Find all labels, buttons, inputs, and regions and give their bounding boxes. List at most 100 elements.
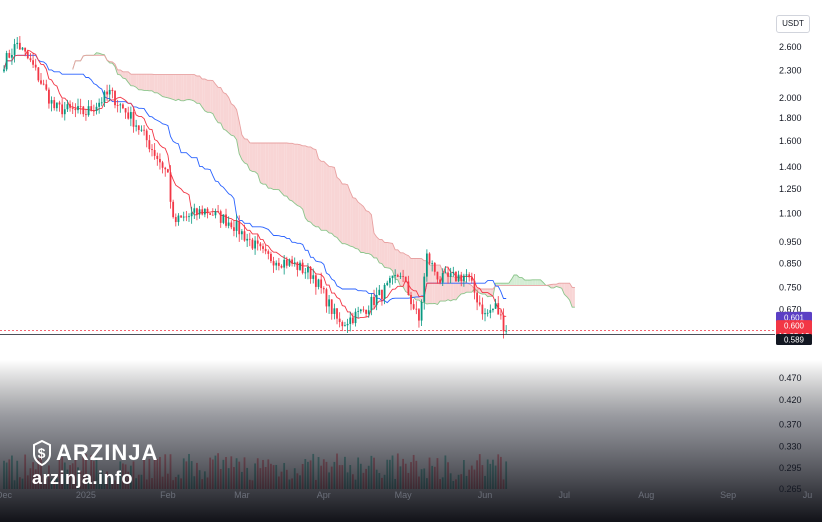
candle-body[interactable] [402, 276, 404, 277]
candle-body[interactable] [156, 155, 159, 159]
candle-body[interactable] [55, 102, 58, 109]
candle-body[interactable] [180, 215, 182, 218]
candle-body[interactable] [270, 253, 272, 262]
candle-body[interactable] [367, 310, 370, 314]
candle-body[interactable] [301, 262, 304, 273]
candle-body[interactable] [132, 112, 135, 127]
candle-body[interactable] [288, 259, 291, 266]
candle-body[interactable] [449, 273, 452, 277]
candle-body[interactable] [462, 275, 465, 282]
candle-body[interactable] [373, 296, 375, 306]
candle-body[interactable] [159, 158, 161, 163]
candle-body[interactable] [203, 208, 206, 215]
candle-body[interactable] [481, 304, 484, 315]
candle-body[interactable] [349, 317, 352, 324]
candle-body[interactable] [61, 104, 64, 115]
candle-body[interactable] [418, 309, 420, 321]
candle-body[interactable] [172, 201, 175, 218]
candle-body[interactable] [5, 53, 8, 70]
candle-body[interactable] [16, 42, 19, 45]
candle-body[interactable] [3, 69, 5, 72]
candle-body[interactable] [127, 112, 130, 119]
candle-body[interactable] [8, 53, 11, 58]
candle-body[interactable] [137, 125, 140, 130]
candle-body[interactable] [40, 80, 42, 84]
candle-body[interactable] [18, 42, 21, 50]
candle-body[interactable] [69, 104, 71, 108]
candle-body[interactable] [193, 208, 196, 213]
candle-body[interactable] [153, 150, 156, 156]
candle-body[interactable] [26, 51, 29, 59]
candle-body[interactable] [246, 238, 249, 241]
candle-body[interactable] [264, 248, 267, 252]
candle-body[interactable] [357, 311, 360, 312]
candle-body[interactable] [151, 149, 153, 151]
candle-body[interactable] [415, 308, 418, 310]
candle-body[interactable] [383, 284, 386, 299]
candle-body[interactable] [396, 275, 399, 277]
candle-body[interactable] [45, 84, 48, 90]
candle-body[interactable] [116, 105, 119, 107]
candle-body[interactable] [465, 274, 468, 276]
candle-body[interactable] [362, 309, 365, 311]
candle-body[interactable] [280, 265, 283, 268]
candle-body[interactable] [404, 276, 407, 282]
candle-body[interactable] [439, 279, 441, 283]
candle-body[interactable] [447, 272, 449, 277]
candle-body[interactable] [378, 289, 381, 296]
candle-body[interactable] [256, 240, 259, 244]
candle-body[interactable] [174, 217, 177, 223]
candle-body[interactable] [111, 89, 114, 92]
candle-body[interactable] [359, 309, 362, 312]
candle-body[interactable] [235, 221, 238, 231]
candle-body[interactable] [431, 263, 434, 264]
candle-body[interactable] [103, 91, 106, 103]
candle-body[interactable] [428, 253, 431, 264]
candle-body[interactable] [214, 211, 217, 216]
candle-body[interactable] [185, 216, 188, 218]
candle-body[interactable] [24, 47, 27, 52]
candle-body[interactable] [370, 296, 373, 311]
candle-body[interactable] [71, 107, 74, 109]
candle-body[interactable] [217, 211, 219, 212]
candle-body[interactable] [452, 272, 455, 274]
candle-body[interactable] [388, 278, 391, 283]
candle-body[interactable] [328, 299, 330, 307]
candle-body[interactable] [79, 106, 82, 107]
candle-body[interactable] [296, 262, 299, 270]
candle-body[interactable] [505, 330, 508, 332]
candle-body[interactable] [53, 100, 56, 109]
currency-label[interactable]: USDT [776, 15, 810, 33]
candle-body[interactable] [407, 281, 410, 295]
candle-body[interactable] [254, 240, 256, 249]
candle-body[interactable] [238, 221, 241, 235]
candle-body[interactable] [489, 310, 492, 313]
candle-body[interactable] [455, 272, 457, 282]
candle-body[interactable] [206, 208, 209, 214]
candle-body[interactable] [338, 318, 341, 323]
candle-body[interactable] [90, 106, 93, 111]
candle-body[interactable] [317, 279, 320, 287]
candle-body[interactable] [457, 274, 460, 282]
candle-body[interactable] [275, 262, 278, 266]
candle-body[interactable] [486, 312, 489, 314]
candle-body[interactable] [330, 299, 333, 314]
candle-body[interactable] [473, 280, 476, 293]
candle-body[interactable] [37, 67, 40, 81]
candle-body[interactable] [119, 104, 122, 106]
candle-body[interactable] [106, 91, 108, 95]
candle-body[interactable] [50, 100, 53, 104]
candle-body[interactable] [92, 110, 95, 112]
candle-body[interactable] [77, 106, 79, 111]
candle-body[interactable] [219, 211, 222, 223]
candle-body[interactable] [391, 275, 394, 279]
candle-body[interactable] [312, 275, 315, 279]
candle-body[interactable] [143, 129, 145, 131]
candle-body[interactable] [336, 308, 338, 319]
candle-body[interactable] [386, 282, 389, 285]
candle-body[interactable] [190, 212, 193, 217]
candle-body[interactable] [182, 216, 185, 218]
candle-body[interactable] [325, 289, 328, 307]
candle-body[interactable] [42, 83, 45, 85]
candle-body[interactable] [484, 313, 486, 315]
